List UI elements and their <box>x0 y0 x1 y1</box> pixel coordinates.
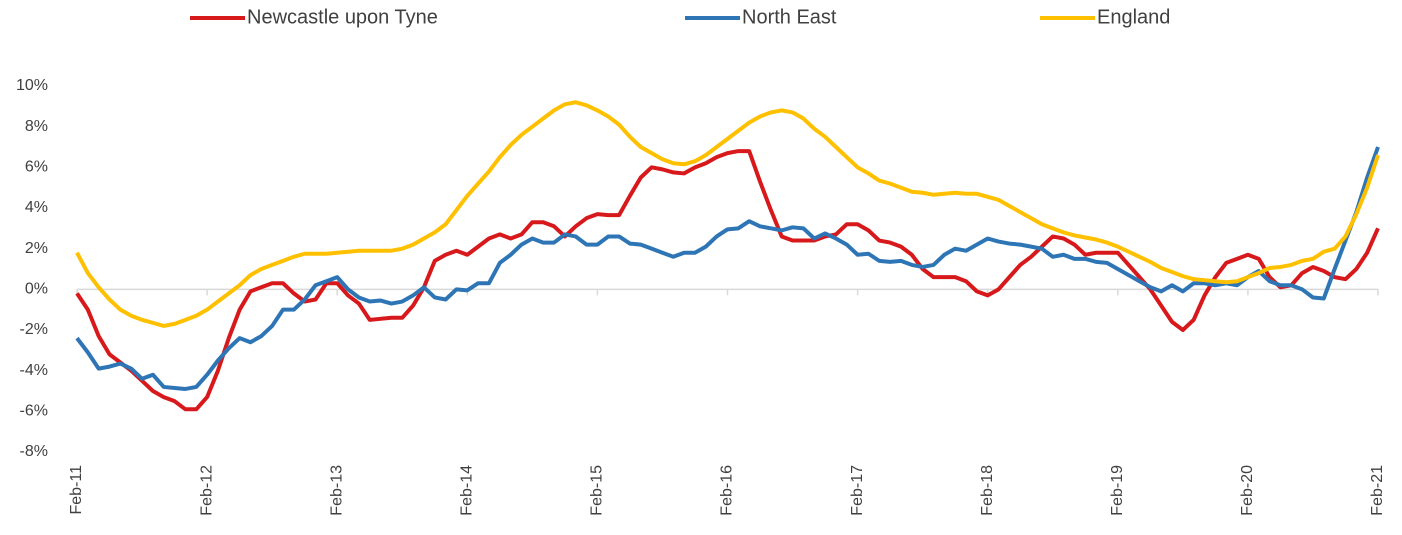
series-line <box>75 149 1380 412</box>
y-tick-label: 6% <box>25 159 48 176</box>
series-line <box>75 146 1380 391</box>
series-line <box>75 100 1380 328</box>
x-tick-label: Feb-15 <box>589 465 606 516</box>
x-tick-label: Feb-11 <box>68 465 85 515</box>
x-tick-label: Feb-21 <box>1369 465 1386 516</box>
y-tick-label: -2% <box>20 321 48 338</box>
legend-label: England <box>1097 6 1170 28</box>
x-tick-label: Feb-17 <box>849 465 866 516</box>
x-tick-label: Feb-16 <box>719 465 736 516</box>
y-tick-label: 0% <box>25 281 48 298</box>
y-tick-label: 8% <box>25 118 48 135</box>
x-tick-label: Feb-18 <box>979 465 996 516</box>
y-tick-label: -6% <box>20 403 48 420</box>
y-tick-label: -8% <box>20 443 48 460</box>
y-tick-label: -4% <box>20 362 48 379</box>
legend-label: Newcastle upon Tyne <box>247 6 438 28</box>
x-tick-label: Feb-12 <box>198 465 215 516</box>
y-tick-label: 4% <box>25 199 48 216</box>
legend-label: North East <box>742 6 837 28</box>
y-tick-label: 10% <box>16 77 48 94</box>
y-tick-label: 2% <box>25 240 48 257</box>
x-tick-label: Feb-13 <box>328 465 345 516</box>
x-tick-label: Feb-14 <box>459 465 476 516</box>
x-tick-label: Feb-19 <box>1109 465 1126 516</box>
x-tick-label: Feb-20 <box>1239 465 1256 516</box>
